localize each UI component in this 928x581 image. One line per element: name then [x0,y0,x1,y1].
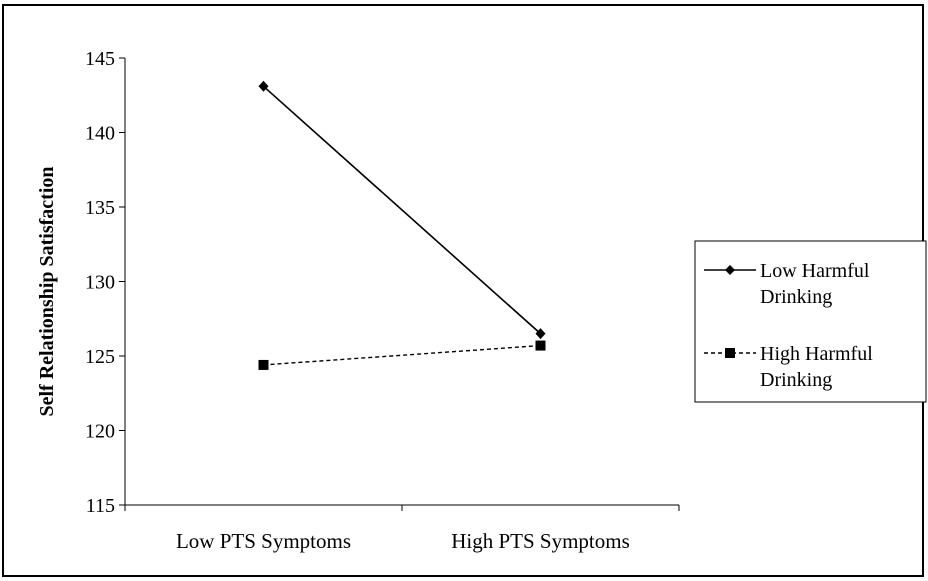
y-tick-label-145: 145 [85,48,115,70]
legend-box [694,240,927,403]
y-axis-title: Self Relationship Satisfaction [36,166,58,416]
square-marker-icon [725,348,735,358]
point-low-harmful-drinking-low-pts-symptoms [258,80,269,92]
legend-item-low-harmful-drinking: Low Harmful Drinking [704,260,870,308]
y-tick-label-120: 120 [85,421,115,443]
y-tick-label-125: 125 [85,346,115,368]
y-tick-label-115: 115 [86,495,115,517]
series-group [258,80,546,370]
point-high-harmful-drinking-high-pts-symptoms [535,340,546,351]
legend-label-high-harmful-drinking: High Harmful Drinking [760,343,873,391]
point-low-harmful-drinking-high-pts-symptoms [535,328,546,340]
legend-label-low-harmful-drinking: Low Harmful Drinking [760,260,870,308]
x-tick-label-low-pts-symptoms: Low PTS Symptoms [176,529,351,553]
x-axis: Low PTS Symptoms High PTS Symptoms [124,504,680,553]
y-tick-label-135: 135 [85,197,115,219]
legend-item-high-harmful-drinking: High Harmful Drinking [704,343,873,391]
y-tick-label-130: 130 [85,272,115,294]
series-line-low-harmful-drinking [262,85,542,335]
legend: Low Harmful Drinking High Harmful Drinking [694,240,927,403]
diamond-marker-icon [725,265,735,275]
y-tick-label-140: 140 [85,123,115,145]
x-tick-label-high-pts-symptoms: High PTS Symptoms [451,529,630,553]
series-line-high-harmful-drinking [263,344,541,366]
y-axis: 115 120 125 130 135 140 145 [85,48,126,517]
point-high-harmful-drinking-low-pts-symptoms [258,359,269,370]
